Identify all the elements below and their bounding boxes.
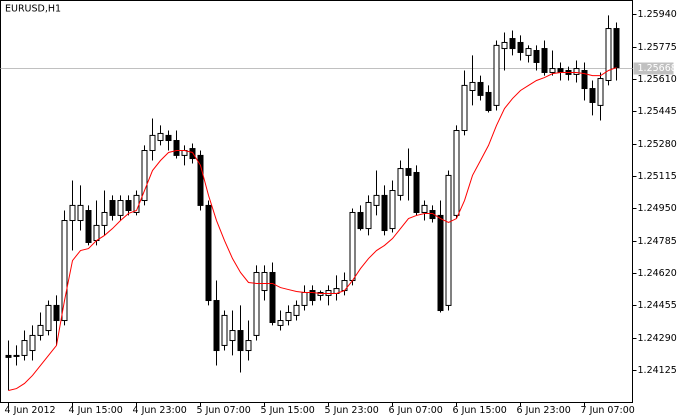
current-price-label: 1.25668 (638, 63, 677, 74)
candle-body (261, 271, 268, 292)
candle-body (61, 220, 68, 322)
y-tick-label: 1.24125 (638, 365, 677, 376)
candle-body (197, 154, 204, 206)
candle-body (221, 314, 228, 346)
candle-body (485, 91, 492, 112)
y-tick-label: 1.25610 (638, 74, 677, 85)
candle-body (413, 171, 420, 213)
candle-body (29, 334, 36, 352)
candle-body (533, 50, 540, 63)
y-tick-label: 1.24290 (638, 333, 677, 344)
x-tick-label: 4 Jun 15:00 (69, 405, 123, 416)
candle-body (93, 224, 100, 242)
candle-body (253, 271, 260, 336)
x-tick-label: 6 Jun 15:00 (453, 405, 507, 416)
candle-body (365, 201, 372, 230)
candle-body (293, 304, 300, 316)
candle-body (517, 41, 524, 53)
candle-body (21, 340, 28, 356)
y-tick-label: 1.24455 (638, 300, 677, 311)
candle-body (237, 330, 244, 352)
y-tick-label: 1.25115 (638, 171, 677, 182)
candle-body (381, 194, 388, 232)
candle-body (493, 44, 500, 106)
candle-body (13, 354, 20, 357)
candle-body (597, 78, 604, 106)
chart-title: EURUSD,H1 (5, 4, 61, 15)
candle-body (453, 130, 460, 216)
candle-body (541, 48, 548, 73)
y-tick-label: 1.25940 (638, 9, 677, 20)
candle-body (205, 204, 212, 302)
x-tick-label: 6 Jun 07:00 (389, 405, 443, 416)
y-tick-label: 1.24620 (638, 268, 677, 279)
candle-body (309, 290, 316, 302)
candle-body (245, 340, 252, 352)
x-tick-label: 5 Jun 15:00 (261, 405, 315, 416)
candle-body (213, 300, 220, 352)
moving-average (8, 67, 617, 392)
candle-body (613, 28, 620, 69)
candle-body (269, 271, 276, 323)
candle-body (405, 168, 412, 176)
candle-body (501, 41, 508, 50)
candle-body (149, 134, 156, 152)
candle-body (69, 204, 76, 222)
x-tick-label: 4 Jun 23:00 (133, 405, 187, 416)
candle-body (557, 68, 564, 73)
candle-body (301, 291, 308, 306)
candle-body (189, 148, 196, 160)
x-tick-label: 4 Jun 2012 (5, 405, 56, 416)
candle-body (549, 68, 556, 73)
x-tick-label: 7 Jun 07:00 (581, 405, 635, 416)
candle-body (445, 174, 452, 306)
candle-body (53, 304, 60, 322)
candle-body (397, 168, 404, 196)
candle-body (165, 134, 172, 142)
candle-body (101, 211, 108, 226)
x-tick-label: 5 Jun 23:00 (325, 405, 379, 416)
x-tick-label: 6 Jun 23:00 (517, 405, 571, 416)
candle-body (77, 204, 84, 222)
candle-body (525, 48, 532, 56)
candle-body (117, 200, 124, 216)
candle-body (125, 200, 132, 212)
x-tick-label: 5 Jun 07:00 (197, 405, 251, 416)
current-price-tag (633, 62, 674, 75)
candle-body (357, 211, 364, 230)
candle-body (229, 330, 236, 342)
candle-body (589, 88, 596, 103)
candle-body (5, 354, 12, 358)
candle-body (141, 150, 148, 202)
candle-body (373, 194, 380, 206)
candle-body (277, 320, 284, 326)
candle-body (85, 210, 92, 243)
plot-frame (0, 0, 633, 403)
candle-body (173, 140, 180, 156)
y-tick-label: 1.25445 (638, 106, 677, 117)
candle-body (45, 304, 52, 332)
candle-body (421, 204, 428, 213)
y-tick-label: 1.24950 (638, 203, 677, 214)
candle-body (605, 28, 612, 82)
candle-body (461, 84, 468, 132)
y-tick-label: 1.24785 (638, 236, 677, 247)
candle-body (437, 214, 444, 312)
candle-body (581, 70, 588, 90)
candle-body (349, 211, 356, 282)
candle-body (389, 190, 396, 230)
y-tick-label: 1.25775 (638, 42, 677, 53)
candle-body (285, 311, 292, 322)
candle-body (509, 38, 516, 50)
candle-body (477, 81, 484, 96)
candle-body (157, 132, 164, 142)
candle-body (469, 81, 476, 92)
y-tick-label: 1.25280 (638, 139, 677, 150)
candle-body (37, 324, 44, 336)
candle-body (573, 68, 580, 75)
candle-body (109, 200, 116, 216)
